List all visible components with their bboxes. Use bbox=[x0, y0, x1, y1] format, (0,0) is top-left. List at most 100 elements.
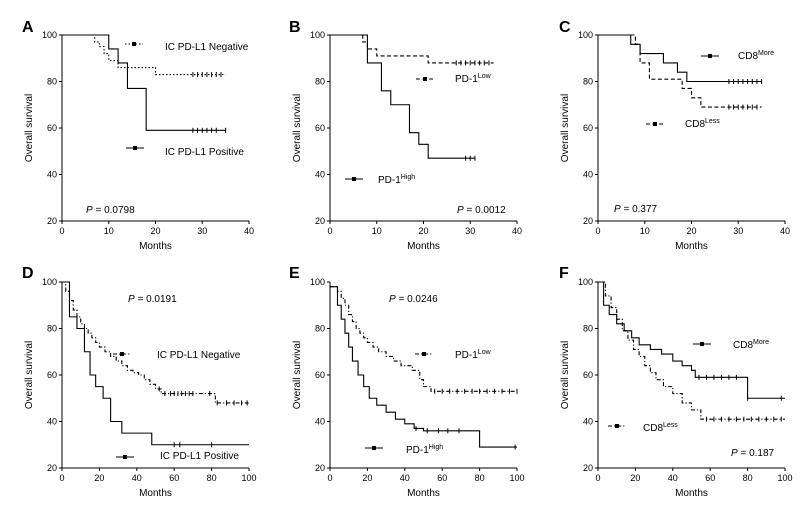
y-axis-title: Overall survival bbox=[24, 341, 35, 409]
legend-sample-marker bbox=[422, 352, 426, 356]
y-tick-label: 60 bbox=[583, 370, 593, 380]
x-tick-label: 10 bbox=[104, 226, 114, 236]
x-axis-title: Months bbox=[675, 488, 708, 499]
legend-label-base: IC PD-L1 Negative bbox=[165, 42, 249, 53]
x-tick-label: 20 bbox=[94, 473, 104, 483]
x-tick-label: 40 bbox=[512, 226, 522, 236]
legend-sample-marker bbox=[133, 146, 137, 150]
legend-label: CD8More bbox=[733, 339, 769, 351]
p-value: P = 0.0798 bbox=[86, 205, 135, 216]
y-tick-label: 100 bbox=[578, 30, 593, 40]
y-axis-title: Overall survival bbox=[24, 94, 35, 162]
x-tick-label: 20 bbox=[418, 226, 428, 236]
legend-label-base: PD-1 bbox=[378, 175, 401, 186]
x-tick-label: 100 bbox=[241, 473, 256, 483]
y-tick-label: 20 bbox=[47, 463, 57, 473]
x-tick-label: 80 bbox=[475, 473, 485, 483]
series-line-1 bbox=[598, 34, 762, 83]
y-tick-label: 80 bbox=[47, 77, 57, 87]
p-value-symbol: P bbox=[457, 205, 464, 216]
legend-label-superscript: Less bbox=[663, 422, 678, 429]
legend-label-base: PD-1 bbox=[455, 350, 478, 361]
panel-letter: E bbox=[289, 265, 300, 282]
p-value-symbol: P bbox=[128, 294, 135, 305]
p-value-number: = 0.0246 bbox=[396, 294, 438, 305]
legend-sample-marker bbox=[120, 352, 124, 356]
p-value-number: = 0.0012 bbox=[464, 205, 506, 216]
x-tick-label: 20 bbox=[150, 226, 160, 236]
panel-A: A 0 10 20 30 40 20 40 60 80 100 Months Overall survi… bbox=[22, 19, 254, 252]
x-tick-label: 30 bbox=[733, 226, 743, 236]
series-line-2 bbox=[62, 34, 226, 131]
x-axis-title: Months bbox=[675, 241, 708, 252]
legend-label-base: PD-1 bbox=[455, 74, 478, 85]
y-tick-label: 100 bbox=[42, 277, 57, 287]
x-tick-label: 40 bbox=[400, 473, 410, 483]
y-tick-label: 40 bbox=[47, 417, 57, 427]
p-value: P = 0.187 bbox=[731, 448, 775, 459]
legend-label: PD-1High bbox=[378, 174, 415, 186]
legend-label-base: PD-1 bbox=[406, 445, 429, 456]
series-line-1 bbox=[598, 281, 785, 399]
p-value: P = 0.377 bbox=[614, 204, 658, 215]
y-tick-label: 20 bbox=[315, 216, 325, 226]
x-tick-label: 30 bbox=[197, 226, 207, 236]
legend-label-base: IC PD-L1 Positive bbox=[160, 451, 239, 462]
legend-label-base: CD8 bbox=[738, 51, 758, 62]
legend-label-superscript: High bbox=[401, 174, 416, 181]
x-tick-label: 20 bbox=[630, 473, 640, 483]
legend-label-base: CD8 bbox=[643, 423, 663, 434]
y-tick-label: 40 bbox=[583, 417, 593, 427]
p-value-number: = 0.187 bbox=[738, 448, 775, 459]
legend-label: IC PD-L1 Positive bbox=[165, 147, 244, 158]
x-tick-label: 40 bbox=[132, 473, 142, 483]
legend-label-base: CD8 bbox=[685, 119, 705, 130]
legend-label: IC PD-L1 Positive bbox=[160, 451, 239, 462]
x-tick-label: 20 bbox=[362, 473, 372, 483]
legend-sample-marker bbox=[708, 54, 712, 58]
legend-label-superscript: Low bbox=[478, 73, 492, 80]
series-line-1 bbox=[62, 281, 249, 404]
y-tick-label: 60 bbox=[47, 123, 57, 133]
legend-label: CD8More bbox=[738, 50, 774, 62]
panel-B: B 0 10 20 30 40 20 40 60 80 100 Months Overall survi… bbox=[289, 19, 522, 252]
p-value-number: = 0.0191 bbox=[135, 294, 177, 305]
x-tick-label: 0 bbox=[59, 226, 64, 236]
panel-letter: F bbox=[559, 265, 569, 282]
legend-label: PD-1Low bbox=[455, 349, 492, 361]
y-tick-label: 20 bbox=[583, 463, 593, 473]
legend-label: CD8Less bbox=[685, 118, 720, 130]
series-line-1 bbox=[330, 286, 517, 392]
legend-sample-marker bbox=[352, 177, 356, 181]
p-value-symbol: P bbox=[389, 294, 396, 305]
x-tick-label: 100 bbox=[509, 473, 524, 483]
p-value: P = 0.0246 bbox=[389, 294, 438, 305]
y-tick-label: 80 bbox=[583, 324, 593, 334]
x-axis-title: Months bbox=[407, 241, 440, 252]
y-axis-title: Overall survival bbox=[292, 94, 303, 162]
legend-sample-marker bbox=[653, 122, 657, 126]
series-line-2 bbox=[330, 34, 475, 159]
legend-label-base: CD8 bbox=[733, 340, 753, 351]
x-tick-label: 0 bbox=[59, 473, 64, 483]
x-tick-label: 100 bbox=[777, 473, 792, 483]
y-tick-label: 40 bbox=[47, 170, 57, 180]
y-tick-label: 60 bbox=[315, 370, 325, 380]
y-axis-title: Overall survival bbox=[560, 94, 571, 162]
y-tick-label: 40 bbox=[315, 417, 325, 427]
x-axis-title: Months bbox=[139, 488, 172, 499]
series-line-2 bbox=[598, 281, 785, 420]
x-tick-label: 20 bbox=[686, 226, 696, 236]
p-value: P = 0.0191 bbox=[128, 294, 177, 305]
series-line-2 bbox=[598, 34, 762, 108]
x-axis-title: Months bbox=[139, 241, 172, 252]
x-tick-label: 60 bbox=[169, 473, 179, 483]
legend-sample-marker bbox=[123, 455, 127, 459]
y-axis-title: Overall survival bbox=[560, 341, 571, 409]
legend-label-base: IC PD-L1 Negative bbox=[157, 350, 241, 361]
y-tick-label: 80 bbox=[47, 324, 57, 334]
x-tick-label: 40 bbox=[668, 473, 678, 483]
legend-sample-marker bbox=[132, 42, 136, 46]
